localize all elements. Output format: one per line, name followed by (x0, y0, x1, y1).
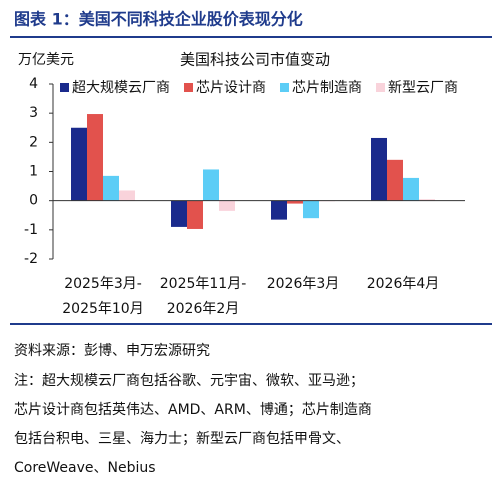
bar (187, 200, 203, 229)
x-tick-label: 2025年11月- (160, 276, 247, 292)
legend-label: 超大规模云厂商 (72, 80, 170, 96)
legend-label: 芯片制造商 (292, 80, 362, 96)
bar (171, 200, 187, 227)
note-line: 注：超大规模云厂商包括谷歌、元宇宙、微软、亚马逊； (14, 373, 364, 389)
y-tick-label: 3 (29, 105, 38, 121)
x-tick-label: 2026年4月 (367, 276, 440, 292)
figure-title: 图表 1：美国不同科技企业股价表现分化 (14, 10, 303, 29)
source: 资料来源：彭博、申万宏源研究 (14, 342, 210, 359)
legend-swatch (280, 83, 289, 92)
legend-swatch (184, 83, 193, 92)
note-line: CoreWeave、Nebius (14, 460, 156, 476)
x-tick-label: 2026年2月 (167, 301, 240, 317)
legend-swatch (376, 83, 385, 92)
y-axis-label: 万亿美元 (18, 52, 74, 68)
legend-swatch (60, 83, 69, 92)
y-tick-label: 2 (29, 134, 38, 150)
bar (419, 199, 435, 201)
x-tick-label: 2025年3月- (64, 276, 142, 292)
bar (103, 175, 119, 201)
note-line: 芯片设计商包括英伟达、AMD、ARM、博通；芯片制造商 (14, 401, 372, 418)
y-tick-label: 0 (29, 193, 38, 209)
bar (371, 137, 387, 201)
bar (219, 200, 235, 211)
bar (303, 200, 319, 219)
bar (403, 177, 419, 201)
bar (271, 200, 287, 220)
bar (87, 114, 103, 201)
y-tick-label: -1 (24, 222, 38, 238)
y-tick-label: -2 (24, 251, 38, 267)
legend-label: 芯片设计商 (196, 80, 266, 96)
bar (287, 200, 303, 204)
bar (203, 169, 219, 201)
y-tick-label: 1 (29, 164, 38, 180)
y-tick-label: 4 (29, 76, 38, 92)
x-tick-label: 2025年10月 (62, 301, 143, 317)
bar (387, 159, 403, 201)
bar (71, 127, 87, 201)
legend-label: 新型云厂商 (388, 80, 458, 96)
note-line: 包括台积电、三星、海力士；新型云厂商包括甲骨文、 (14, 431, 350, 447)
x-tick-label: 2026年3月 (267, 276, 340, 292)
bar (119, 190, 135, 201)
chart-title: 美国科技公司市值变动 (180, 51, 330, 69)
